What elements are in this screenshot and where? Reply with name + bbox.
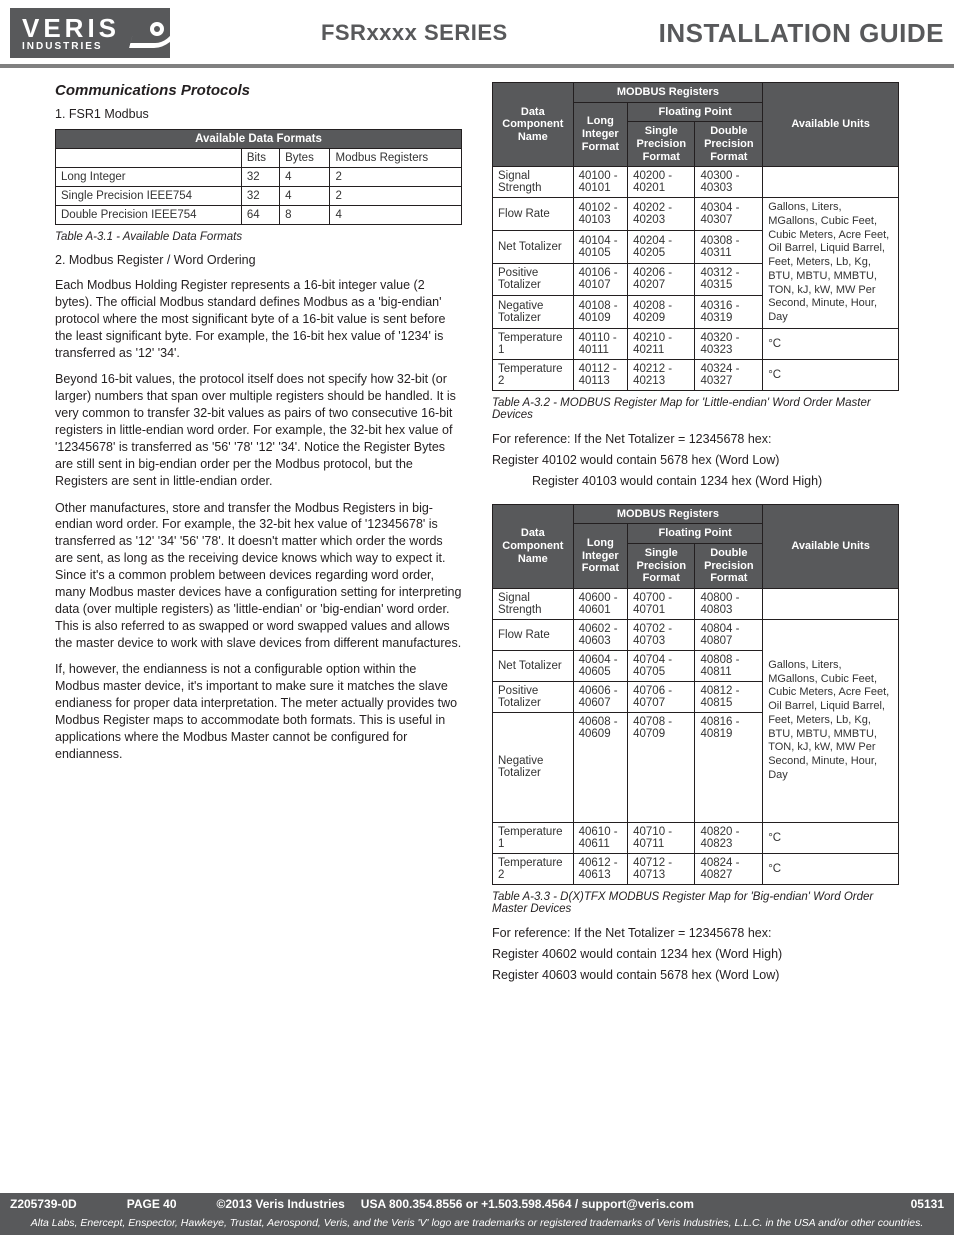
logo-sub: INDUSTRIES <box>22 41 103 52</box>
t1-h2: Bytes <box>280 149 330 168</box>
subhead-1: 1. FSR1 Modbus <box>55 107 462 121</box>
refA-intro: For reference: If the Net Totalizer = 12… <box>492 431 899 448</box>
page-footer: Z205739-0D PAGE 40 ©2013 Veris Industrie… <box>0 1193 954 1235</box>
table1-caption: Table A-3.1 - Available Data Formats <box>55 231 462 243</box>
ta-units-group: Gallons, Liters, MGallons, Cubic Feet, C… <box>763 198 899 329</box>
tb-h-modbus: MODBUS Registers <box>573 504 763 524</box>
para-1: Each Modbus Holding Register represents … <box>55 277 462 361</box>
table-row: Flow Rate 40602 - 40603 40702 - 40703 40… <box>493 619 899 650</box>
ta-h-units: Available Units <box>763 83 899 167</box>
para-3: Other manufactures, store and transfer t… <box>55 500 462 652</box>
tb-h-double: Double Precision Format <box>695 543 763 588</box>
ta-h-double: Double Precision Format <box>695 122 763 167</box>
tb-h-long: Long Integer Format <box>573 524 628 589</box>
refA-line2: Register 40103 would contain 1234 hex (W… <box>532 473 899 490</box>
page-header: VERIS INDUSTRIES FSRxxxx SERIES INSTALLA… <box>0 0 954 68</box>
tb-h-float: Floating Point <box>628 524 763 544</box>
table1-title: Available Data Formats <box>56 130 462 149</box>
tableB-caption: Table A-3.3 - D(X)TFX MODBUS Register Ma… <box>492 891 899 915</box>
section-title: Communications Protocols <box>55 82 462 99</box>
table-row: Temperature 2 40112 - 40113 40212 - 4021… <box>493 359 899 390</box>
refA-line1: Register 40102 would contain 5678 hex (W… <box>492 452 899 469</box>
ta-h-long: Long Integer Format <box>573 102 628 167</box>
table-row: Flow Rate 40102 - 40103 40202 - 40203 40… <box>493 198 899 231</box>
refB-intro: For reference: If the Net Totalizer = 12… <box>492 925 899 942</box>
logo-dot-icon <box>150 22 164 36</box>
guide-title: INSTALLATION GUIDE <box>659 18 944 49</box>
ta-h-single: Single Precision Format <box>628 122 695 167</box>
table-row: Signal Strength 40100 - 40101 40200 - 40… <box>493 167 899 198</box>
data-formats-table: Available Data Formats Bits Bytes Modbus… <box>55 129 462 225</box>
para-2: Beyond 16-bit values, the protocol itsel… <box>55 371 462 489</box>
ta-h-modbus: MODBUS Registers <box>573 83 763 103</box>
modbus-table-big-endian: Data Component Name MODBUS Registers Ava… <box>492 504 899 885</box>
tb-h-data: Data Component Name <box>493 504 574 588</box>
refB-line1: Register 40602 would contain 1234 hex (W… <box>492 946 899 963</box>
footer-bar: Z205739-0D PAGE 40 ©2013 Veris Industrie… <box>0 1193 954 1215</box>
right-column: Data Component Name MODBUS Registers Ava… <box>492 82 899 987</box>
tb-h-units: Available Units <box>763 504 899 588</box>
subhead-2: 2. Modbus Register / Word Ordering <box>55 253 462 267</box>
t1-h0 <box>56 149 242 168</box>
table-row: Single Precision IEEE754 32 4 2 <box>56 187 462 206</box>
table-row: Long Integer 32 4 2 <box>56 168 462 187</box>
footer-legal: Alta Labs, Enercept, Enspector, Hawkeye,… <box>0 1215 954 1235</box>
footer-contact: USA 800.354.8556 or +1.503.598.4564 / su… <box>361 1197 694 1211</box>
footer-rev: 05131 <box>911 1197 944 1211</box>
logo-main: VERIS <box>22 15 120 41</box>
table-row: Signal Strength 40600 - 40601 40700 - 40… <box>493 588 899 619</box>
t1-h1: Bits <box>241 149 279 168</box>
veris-logo: VERIS INDUSTRIES <box>10 8 170 58</box>
content-area: Communications Protocols 1. FSR1 Modbus … <box>0 68 954 1007</box>
t1-h3: Modbus Registers <box>330 149 462 168</box>
ta-h-data: Data Component Name <box>493 83 574 167</box>
footer-page: PAGE 40 <box>127 1197 177 1211</box>
table-row: Temperature 1 40110 - 40111 40210 - 4021… <box>493 328 899 359</box>
footer-copyright: ©2013 Veris Industries <box>217 1197 345 1211</box>
table-row: Temperature 1 40610 - 40611 40710 - 4071… <box>493 822 899 853</box>
tb-h-single: Single Precision Format <box>628 543 695 588</box>
series-title: FSRxxxx SERIES <box>180 20 649 46</box>
table-row: Temperature 2 40612 - 40613 40712 - 4071… <box>493 853 899 884</box>
para-4: If, however, the endianness is not a con… <box>55 661 462 762</box>
footer-doc: Z205739-0D <box>10 1197 77 1211</box>
tb-units-group: Gallons, Liters, MGallons, Cubic Feet, C… <box>763 619 899 822</box>
tableA-caption: Table A-3.2 - MODBUS Register Map for 'L… <box>492 397 899 421</box>
refB-line2: Register 40603 would contain 5678 hex (W… <box>492 967 899 984</box>
ta-h-float: Floating Point <box>628 102 763 122</box>
left-column: Communications Protocols 1. FSR1 Modbus … <box>55 82 462 987</box>
modbus-table-little-endian: Data Component Name MODBUS Registers Ava… <box>492 82 899 391</box>
table-row: Double Precision IEEE754 64 8 4 <box>56 206 462 225</box>
